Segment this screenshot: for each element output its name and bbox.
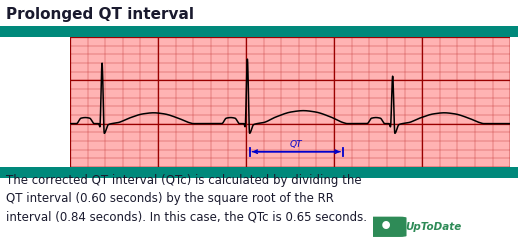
Text: QT: QT [290, 140, 303, 149]
Text: Prolonged QT interval: Prolonged QT interval [6, 7, 194, 22]
Text: •: • [379, 217, 393, 237]
Text: UpToDate: UpToDate [405, 222, 462, 232]
Text: The corrected QT interval (QTc) is calculated by dividing the
QT interval (0.60 : The corrected QT interval (QTc) is calcu… [6, 174, 367, 223]
FancyBboxPatch shape [367, 217, 407, 237]
